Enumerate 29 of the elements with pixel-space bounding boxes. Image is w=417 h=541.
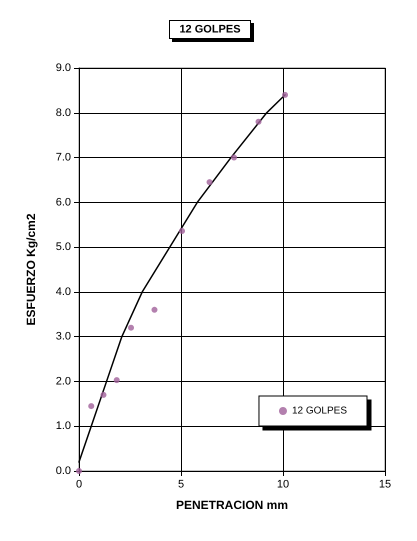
point	[100, 392, 106, 398]
chart-title: 12 GOLPES	[179, 24, 241, 36]
x-tick-label: 0	[76, 478, 82, 490]
point	[114, 377, 120, 384]
y-tick-label: 3.0	[56, 330, 71, 343]
y-tick-label: 1.0	[56, 420, 71, 432]
y-tick-label: 0.0	[56, 465, 71, 477]
legend-label: 12 GOLPES	[292, 406, 348, 416]
y-tick-label: 4.0	[56, 286, 71, 298]
point	[231, 154, 238, 161]
point	[256, 118, 262, 125]
point	[128, 324, 134, 331]
point	[206, 179, 213, 186]
y-tick-label: 5.0	[56, 241, 71, 254]
y-axis-title: ESFUERZO Kg/cm2	[24, 213, 38, 326]
y-tick-label: 2.0	[56, 375, 71, 388]
point	[76, 468, 82, 474]
x-tick-label: 15	[378, 478, 392, 490]
x-tick-label: 5	[178, 478, 184, 490]
y-tick-label: 6.0	[56, 196, 71, 208]
point	[282, 92, 288, 98]
y-tick-label: 9.0	[56, 62, 71, 74]
point	[151, 306, 158, 313]
point	[88, 403, 94, 410]
y-tick-label: 8.0	[56, 106, 71, 119]
x-axis-title: PENETRACION mm	[176, 498, 288, 512]
point	[179, 228, 186, 234]
y-tick-label: 7.0	[56, 152, 71, 164]
x-tick-label: 10	[276, 478, 290, 490]
